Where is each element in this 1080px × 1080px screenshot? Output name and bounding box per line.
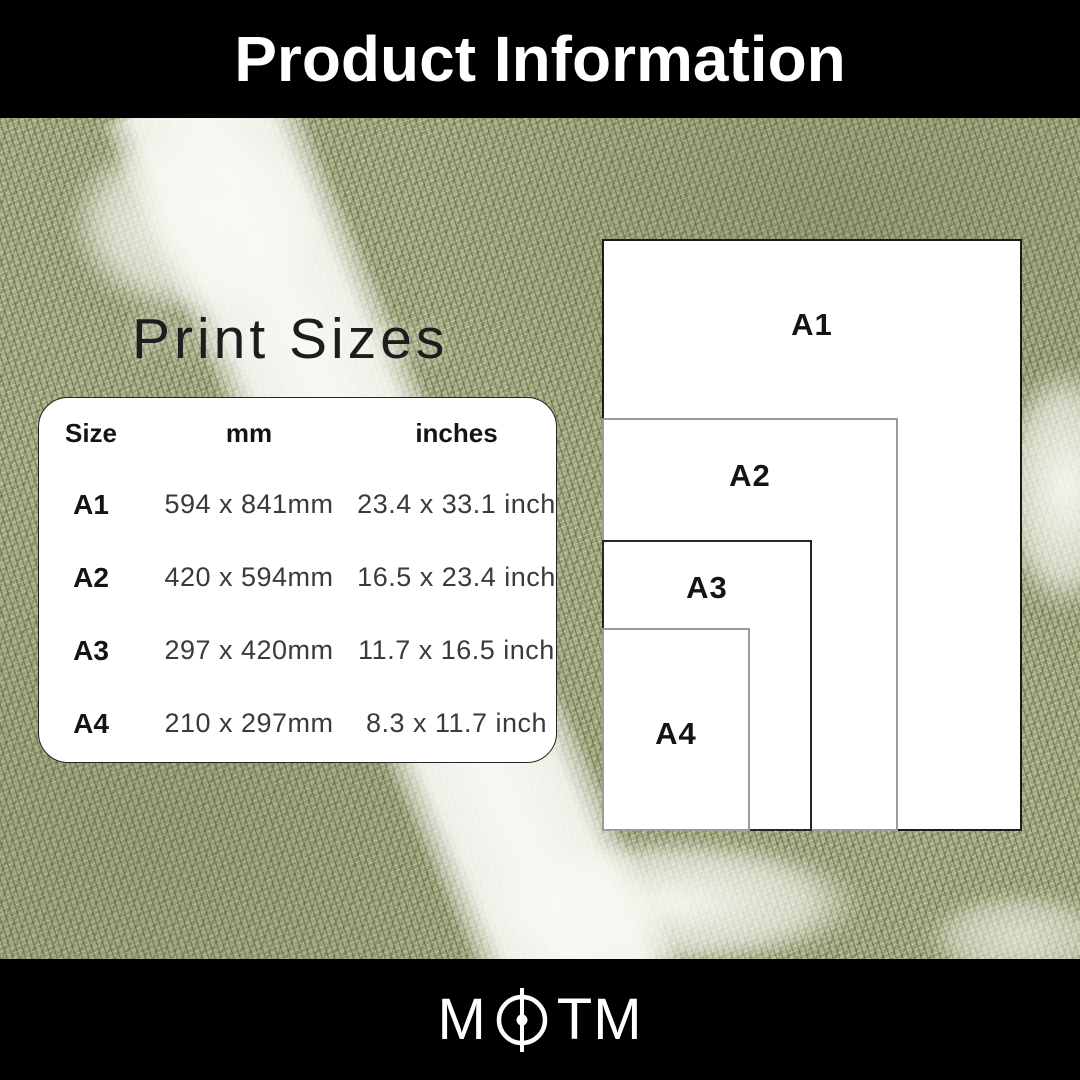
- table-row-a3-inches: 11.7 x 16.5 inch: [358, 635, 555, 665]
- diagram-sheet-a4: A4: [602, 628, 750, 831]
- motm-logo: M TM: [437, 986, 642, 1054]
- footer-bar: M TM: [0, 959, 1080, 1080]
- logo-letter-m1: M: [437, 986, 487, 1052]
- section-title: Print Sizes: [132, 307, 449, 371]
- table-row-a4-size: A4: [73, 707, 109, 739]
- page-title: Product Information: [234, 23, 846, 95]
- table-row-a2-size: A2: [73, 561, 109, 593]
- table-row-a2-inches: 16.5 x 23.4 inch: [357, 562, 556, 592]
- pitch-line-patch-corner: [900, 878, 1080, 959]
- header-bar: Product Information: [0, 0, 1080, 118]
- print-sizes-table: Size mm inches A1 594 x 841mm 23.4 x 33.…: [38, 397, 557, 763]
- column-header-inches: inches: [415, 417, 498, 448]
- table-row-a2-mm: 420 x 594mm: [164, 562, 334, 592]
- table-row-a1-size: A1: [73, 488, 109, 520]
- table-row-a1-mm: 594 x 841mm: [164, 489, 334, 519]
- football-kickoff-circle-icon: [496, 987, 548, 1052]
- table-row-a4-mm: 210 x 297mm: [164, 708, 334, 738]
- column-header-size: Size: [64, 417, 118, 448]
- pitch-line-patch-top: [30, 118, 360, 348]
- table-row-a3-mm: 297 x 420mm: [164, 635, 334, 665]
- diagram-label-a4: A4: [655, 716, 697, 751]
- table-row-a3-size: A3: [73, 634, 109, 666]
- diagram-label-a2: A2: [729, 458, 771, 493]
- diagram-label-a3: A3: [686, 570, 728, 605]
- logo-letters-tm: TM: [556, 986, 643, 1052]
- column-header-mm: mm: [225, 417, 273, 448]
- table-row-a1-inches: 23.4 x 33.1 inch: [357, 489, 556, 519]
- diagram-label-a1: A1: [791, 307, 833, 342]
- pitch-line-patch-bottom: [420, 818, 920, 959]
- paper-size-diagram: A1 A2 A3 A4: [602, 239, 1022, 831]
- table-row-a4-inches: 8.3 x 11.7 inch: [365, 708, 548, 738]
